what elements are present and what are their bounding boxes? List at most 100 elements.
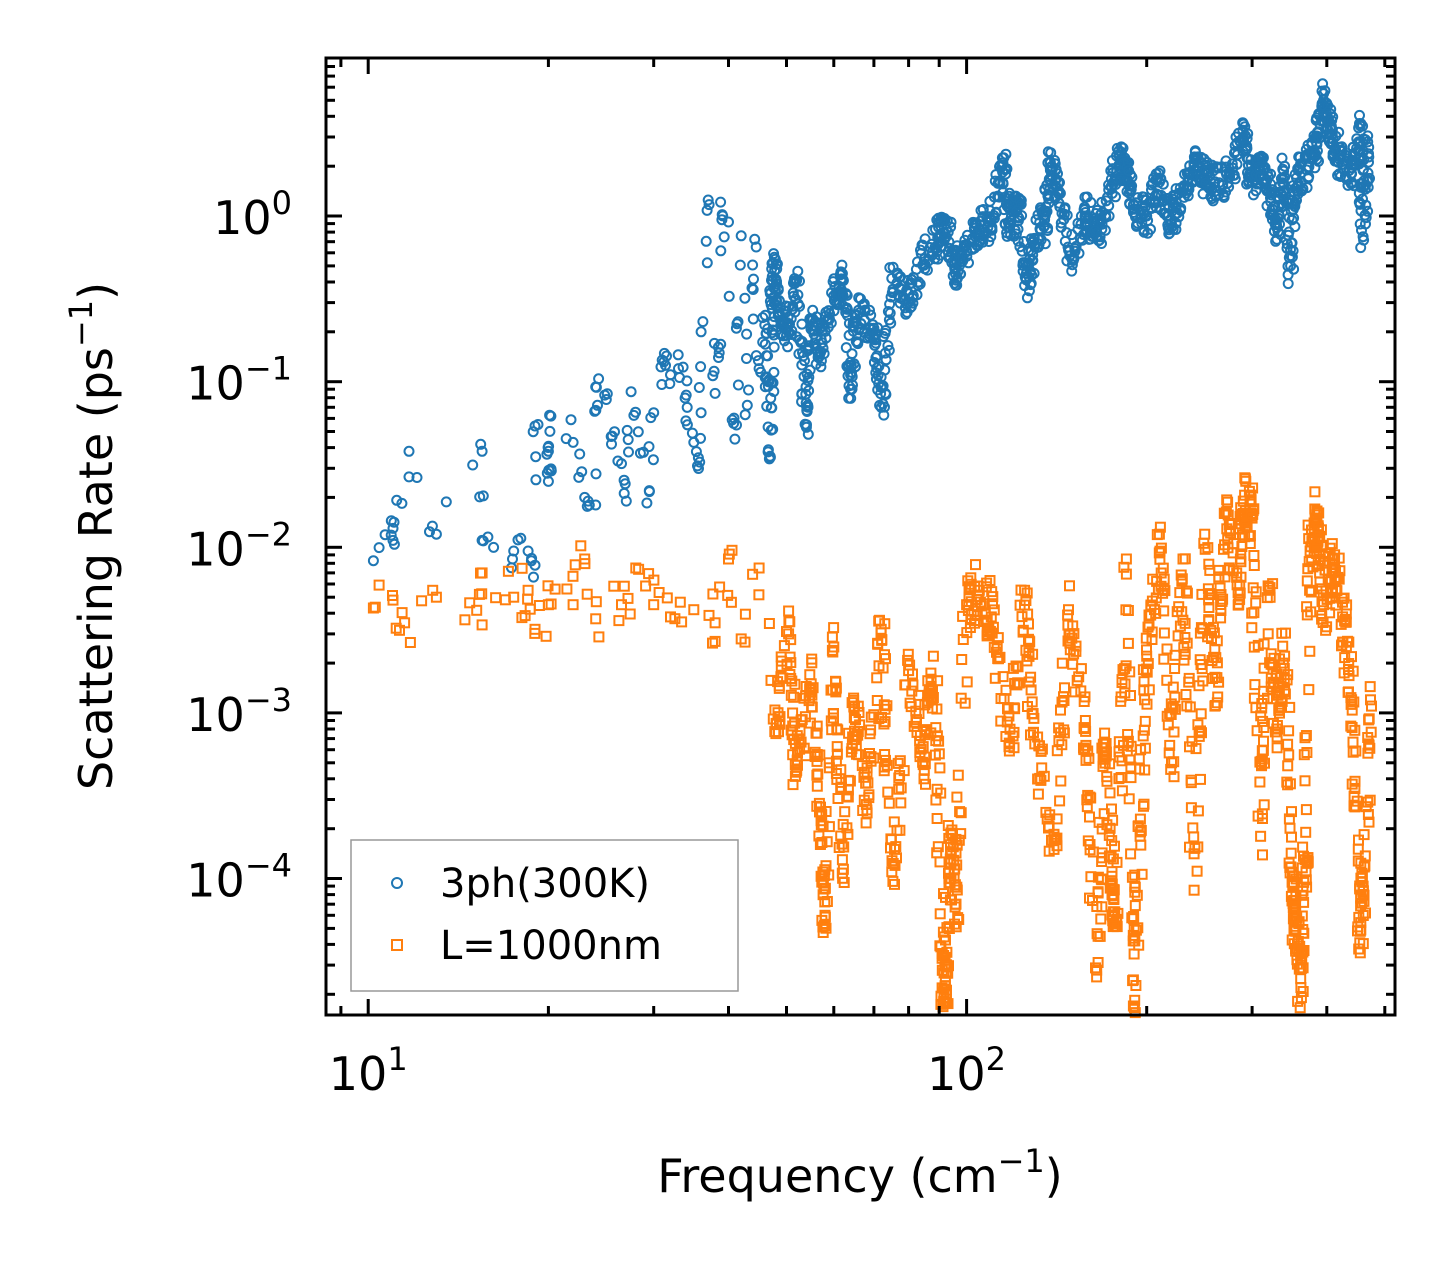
data-point <box>387 522 399 534</box>
data-point <box>1311 548 1323 559</box>
data-point <box>1181 637 1193 649</box>
data-point <box>1152 584 1164 596</box>
data-point <box>1305 606 1317 618</box>
data-point <box>590 468 602 480</box>
data-point <box>1011 205 1023 216</box>
data-point <box>590 596 602 608</box>
data-point <box>1116 674 1128 686</box>
data-point <box>842 828 854 840</box>
data-point <box>879 649 890 661</box>
data-point <box>1178 654 1190 666</box>
data-point <box>669 613 681 625</box>
data-point <box>934 908 946 920</box>
data-point <box>1345 720 1357 732</box>
data-point <box>1330 599 1342 611</box>
data-point <box>1284 701 1296 713</box>
data-point <box>394 624 405 636</box>
data-point <box>1362 732 1374 743</box>
data-point <box>732 379 744 391</box>
data-point <box>390 622 402 634</box>
data-point <box>716 209 728 221</box>
data-point <box>1055 775 1067 787</box>
legend: 3ph(300K) L=1000nm <box>350 839 739 992</box>
data-point <box>1012 235 1024 247</box>
data-point <box>616 599 627 611</box>
data-point <box>373 542 385 554</box>
data-point <box>1358 889 1370 901</box>
data-point <box>1010 228 1022 240</box>
data-point <box>907 668 918 680</box>
data-point <box>1364 794 1376 806</box>
data-point <box>1366 700 1377 712</box>
data-point <box>590 613 602 625</box>
data-point <box>1028 267 1040 279</box>
data-point <box>864 748 875 759</box>
data-point <box>1064 580 1075 592</box>
data-point <box>788 691 800 703</box>
data-point <box>477 490 489 502</box>
data-point <box>1362 181 1374 193</box>
data-point <box>1271 731 1283 743</box>
data-point <box>473 588 485 600</box>
data-point <box>1340 616 1352 628</box>
data-point <box>1183 672 1195 684</box>
data-point <box>688 604 700 616</box>
data-point <box>1354 218 1366 230</box>
data-point <box>1134 763 1145 775</box>
data-point <box>955 692 967 704</box>
data-point <box>739 608 751 620</box>
data-point <box>895 797 907 809</box>
data-point <box>930 722 942 734</box>
data-point <box>1347 746 1359 758</box>
data-point <box>1129 932 1141 944</box>
data-point <box>943 960 954 972</box>
data-point <box>935 998 947 1010</box>
data-point <box>549 583 561 595</box>
data-point <box>1235 548 1247 560</box>
data-point <box>1079 191 1091 203</box>
data-point <box>1288 870 1300 882</box>
data-point <box>619 478 631 490</box>
data-point <box>613 615 625 627</box>
data-point <box>781 317 793 328</box>
data-point <box>931 813 943 824</box>
data-point <box>984 195 996 207</box>
data-point <box>541 467 553 479</box>
data-point <box>709 617 721 629</box>
data-point <box>1131 889 1143 901</box>
data-point <box>1094 930 1106 942</box>
data-point <box>1355 924 1367 936</box>
data-point <box>1247 582 1259 594</box>
data-point <box>1179 617 1191 629</box>
data-point <box>1301 609 1313 621</box>
data-point <box>1106 803 1117 815</box>
data-point <box>1168 756 1180 768</box>
data-point <box>387 590 398 601</box>
data-point <box>904 697 916 709</box>
data-point <box>1227 162 1239 174</box>
data-point <box>1003 737 1015 749</box>
data-point <box>1159 585 1171 597</box>
data-point <box>942 998 954 1010</box>
data-point <box>874 399 886 411</box>
y-tick-label: 10−2 <box>186 515 292 576</box>
data-point <box>992 653 1004 665</box>
data-point <box>1261 592 1273 604</box>
data-point <box>1082 745 1094 757</box>
data-point <box>862 777 874 789</box>
data-point <box>949 901 961 913</box>
data-point <box>1298 749 1310 761</box>
data-point <box>784 616 796 628</box>
data-point <box>861 804 873 816</box>
data-point <box>787 707 799 719</box>
data-point <box>1321 621 1333 633</box>
y-tick-label: 10−1 <box>186 350 292 411</box>
data-point <box>1000 148 1012 160</box>
data-point <box>892 757 904 769</box>
data-point <box>1066 265 1078 277</box>
data-point <box>1004 204 1016 216</box>
data-point <box>1133 753 1145 765</box>
data-point <box>1059 235 1071 247</box>
data-point <box>1092 886 1104 898</box>
data-point <box>1092 871 1104 883</box>
